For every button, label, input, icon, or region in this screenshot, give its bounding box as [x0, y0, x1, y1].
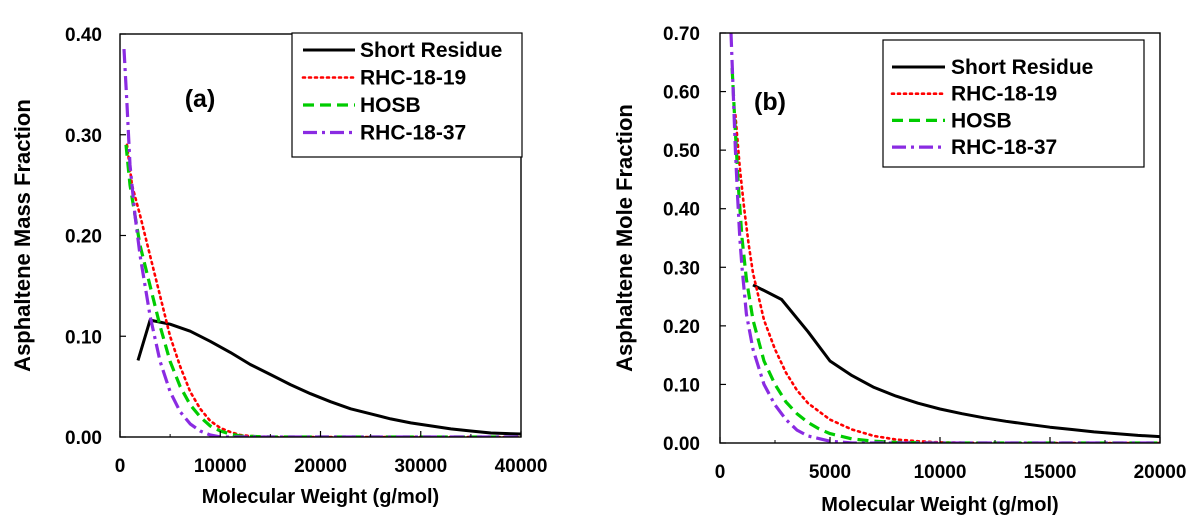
legend-entry-label: HOSB: [951, 109, 1012, 132]
y-tick-label: 0.30: [663, 258, 700, 279]
legend-entry-label: RHC-18-19: [951, 83, 1057, 106]
y-tick-label: 0.00: [663, 434, 700, 455]
legend: Short Residue RHC-18-19 HOSB RHC-18-37: [882, 39, 1145, 168]
y-tick-label: 0.10: [65, 327, 102, 348]
x-tick-label: 40000: [495, 456, 548, 477]
y-tick-label: 0.40: [65, 25, 102, 46]
series-line-rhc-18-37: [729, 33, 1160, 443]
chart-panel-b: 0 5000 10000 15000 20000 0.00 0.10 0.20 0.30 0.40…: [612, 24, 1186, 516]
y-tick-label: 0.50: [663, 141, 700, 162]
y-tick-label: 0.30: [65, 126, 102, 147]
legend-box: [882, 39, 1145, 168]
x-tick-label: 30000: [394, 456, 447, 477]
chart-panel-a: 0 10000 20000 30000 40000 0.00 0.10 0.20 0.30 0.4…: [10, 25, 547, 508]
y-axis-label: Asphaltene Mole Fraction: [612, 104, 637, 372]
legend: Short Residue RHC-18-19 HOSB RHC-18-37: [291, 32, 523, 158]
y-tick-label: 0.70: [663, 24, 700, 45]
legend-entry-label: RHC-18-37: [951, 136, 1057, 159]
series-line-short-residue: [752, 283, 1160, 439]
x-tick-label: 10000: [914, 462, 967, 483]
y-tick-label: 0.00: [65, 428, 102, 449]
x-tick-label: 5000: [809, 462, 851, 483]
legend-box: [291, 32, 523, 158]
x-tick-label: 20000: [1134, 462, 1187, 483]
panel-label: (a): [185, 85, 216, 113]
y-tick-label: 0.60: [663, 83, 700, 104]
x-tick-label: 15000: [1024, 462, 1077, 483]
legend-entry-label: RHC-18-19: [360, 67, 466, 90]
panel-label: (b): [754, 88, 786, 116]
x-axis-label: Molecular Weight (g/mol): [202, 486, 439, 508]
legend-entry-label: Short Residue: [360, 39, 502, 62]
x-tick-label: 20000: [294, 456, 347, 477]
x-axis-label: Molecular Weight (g/mol): [821, 494, 1058, 516]
y-tick-label: 0.20: [65, 227, 102, 248]
legend-entry-label: HOSB: [360, 94, 421, 117]
series-line-hosb: [124, 144, 521, 437]
y-tick-label: 0.10: [663, 375, 700, 396]
x-tick-label: 0: [115, 456, 126, 477]
x-tick-label: 10000: [194, 456, 247, 477]
y-tick-label: 0.40: [663, 200, 700, 221]
x-tick-label: 0: [715, 462, 726, 483]
series-line-rhc-18-19: [125, 143, 521, 437]
legend-entry-label: RHC-18-37: [360, 122, 466, 145]
y-axis-label: Asphaltene Mass Fraction: [10, 99, 35, 372]
legend-entry-label: Short Residue: [951, 56, 1093, 79]
y-tick-label: 0.20: [663, 317, 700, 338]
series-line-short-residue: [136, 318, 521, 436]
